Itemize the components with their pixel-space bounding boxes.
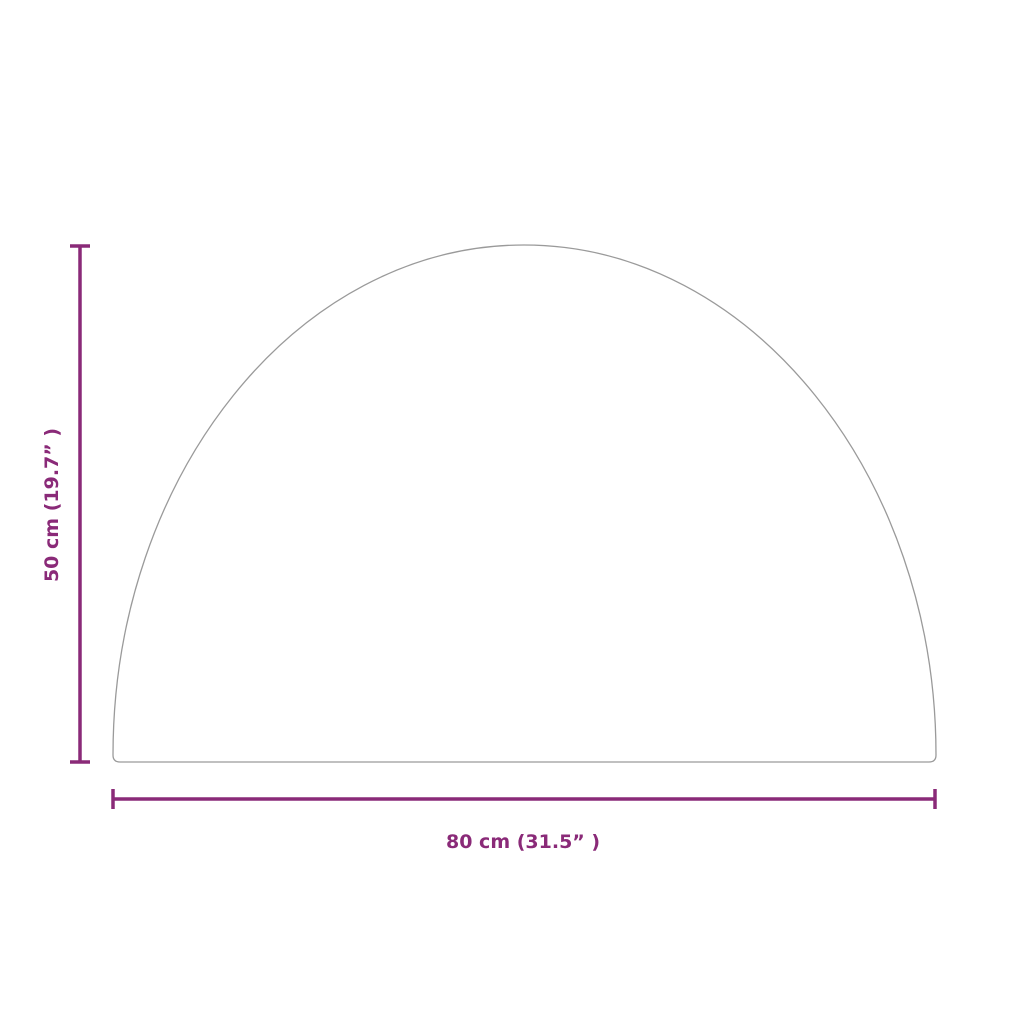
semicircle-outline [112, 244, 937, 763]
width-label: 80 cm (31.5” ) [446, 831, 601, 853]
width-dimension-line [111, 789, 937, 809]
height-label: 50 cm (19.7” ) [41, 427, 63, 583]
height-dimension-line [70, 244, 90, 764]
